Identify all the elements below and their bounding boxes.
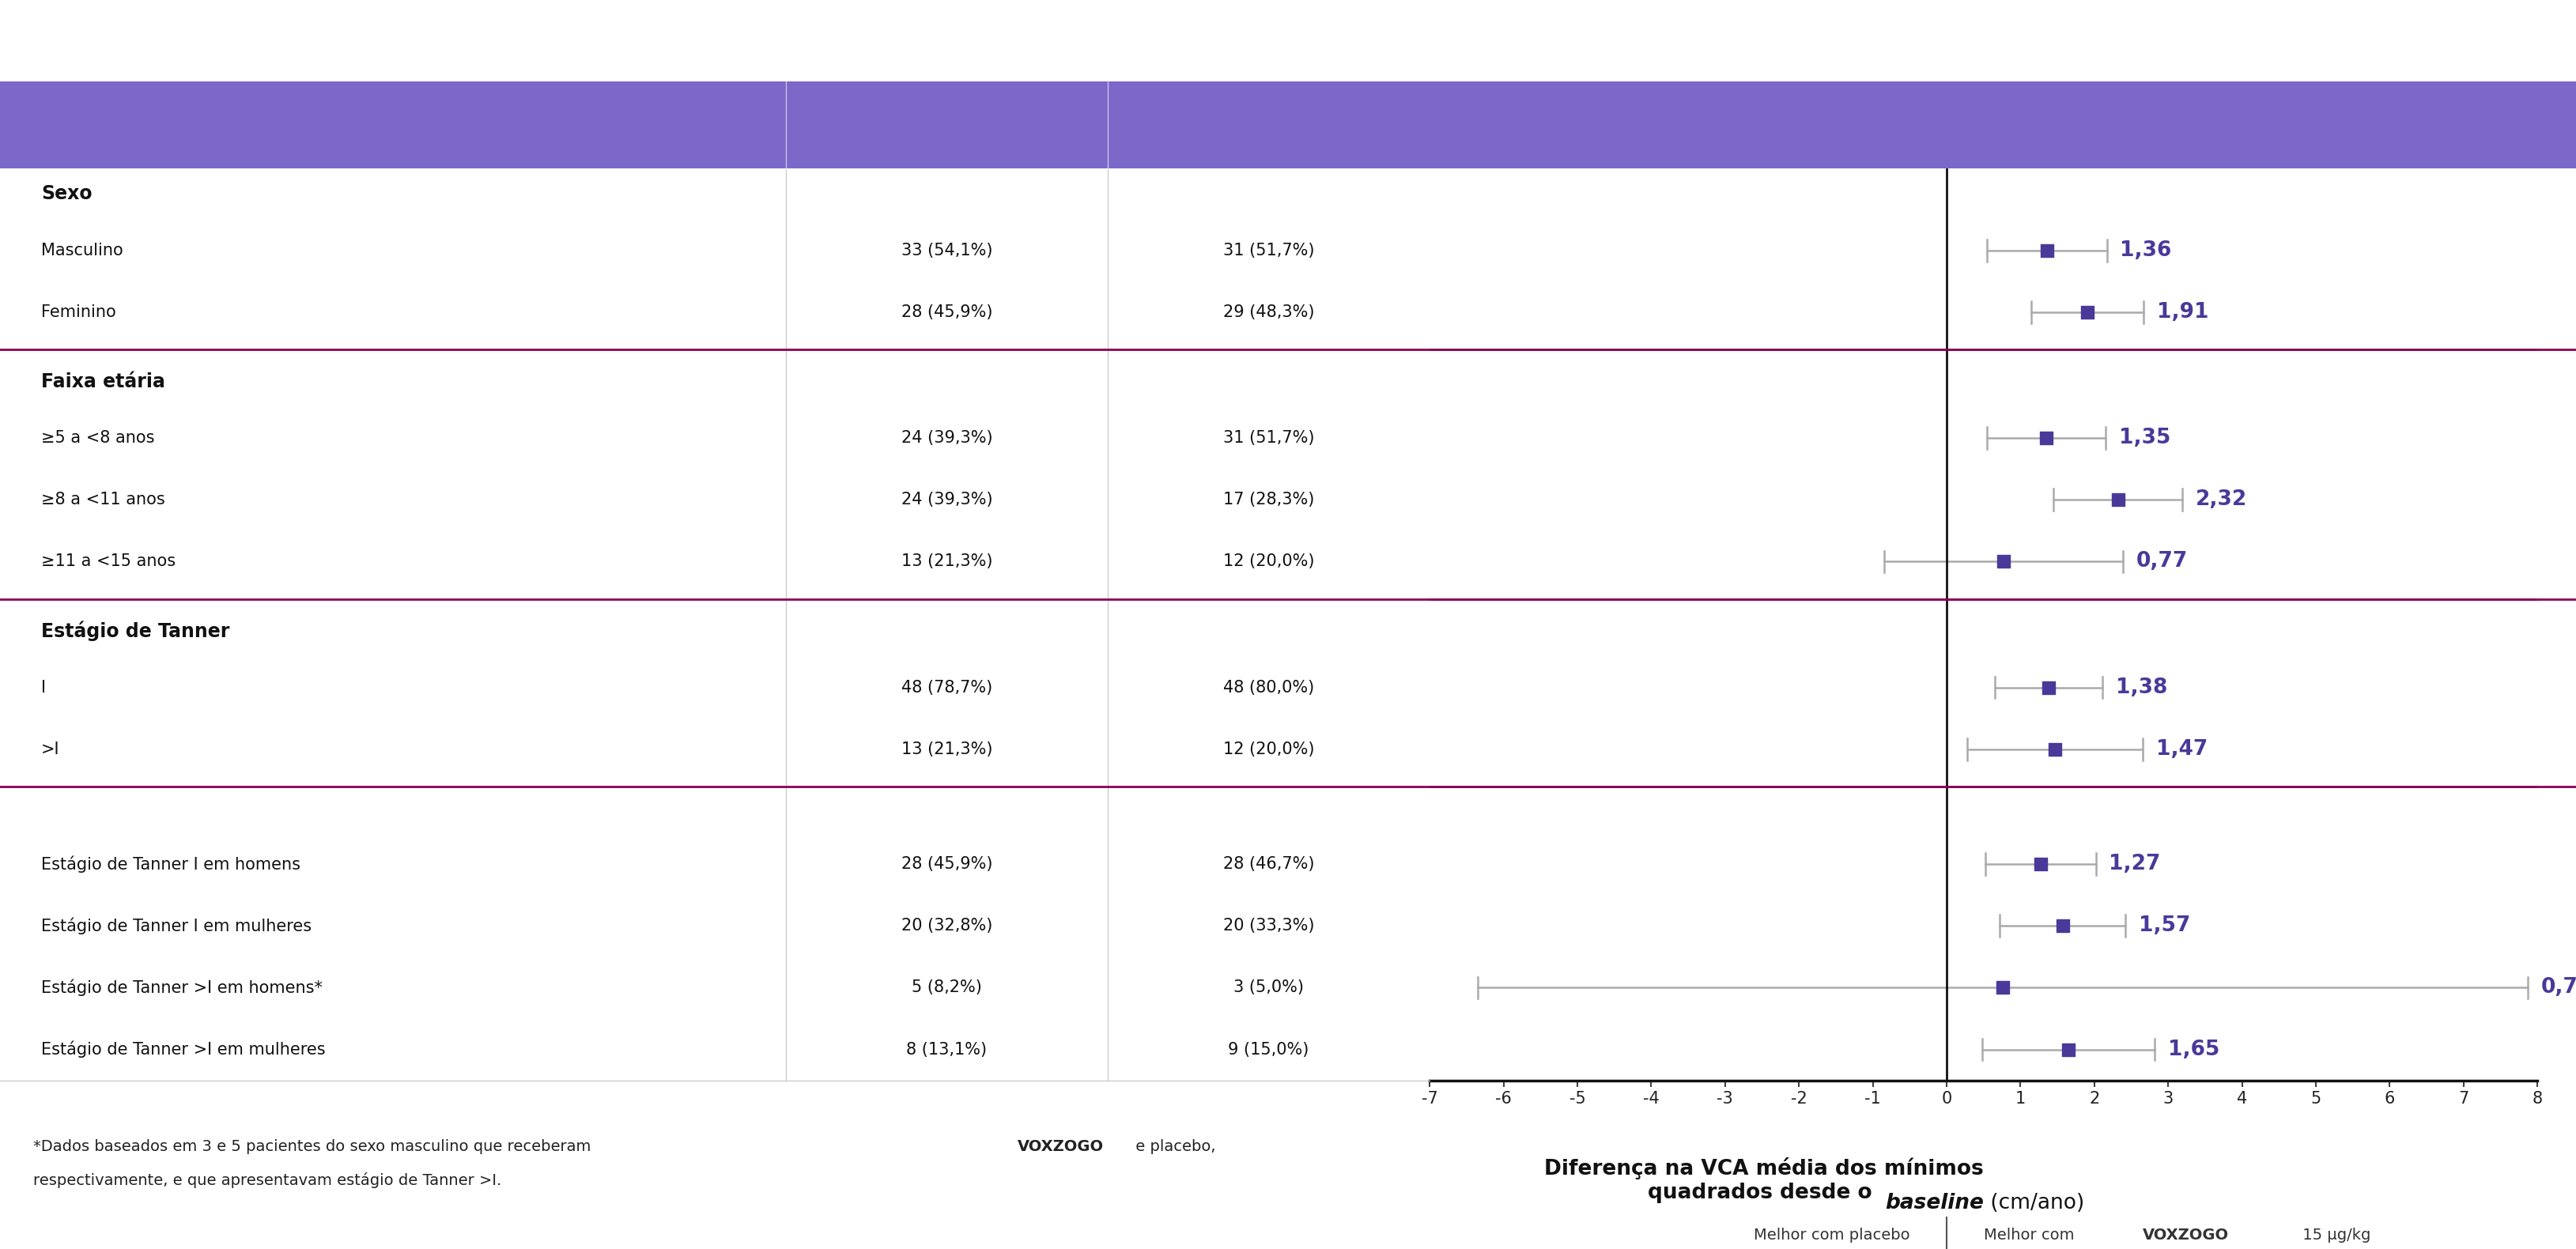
Text: 17 (28,3%): 17 (28,3%) (1224, 492, 1314, 507)
Text: 29 (48,3%): 29 (48,3%) (1224, 305, 1314, 320)
Point (2027, 677, 2069, 697)
Text: 1,27: 1,27 (2110, 854, 2161, 874)
Text: 28 (45,9%): 28 (45,9%) (902, 305, 992, 320)
Text: 33 (54,1%): 33 (54,1%) (902, 242, 992, 259)
Text: Feminino: Feminino (41, 305, 116, 320)
Text: VOXZOGO: VOXZOGO (2143, 1228, 2228, 1243)
Text: 31 (51,7%): 31 (51,7%) (1224, 242, 1314, 259)
Text: 48 (80,0%): 48 (80,0%) (1224, 679, 1314, 696)
Text: 20 (32,8%): 20 (32,8%) (902, 918, 992, 934)
Text: VOXZOGO: VOXZOGO (1018, 1139, 1103, 1154)
Text: 1,57: 1,57 (2138, 916, 2190, 937)
Text: 13 (21,3%): 13 (21,3%) (902, 742, 992, 757)
Text: 48 (78,7%): 48 (78,7%) (902, 679, 992, 696)
Point (1984, 552, 2025, 572)
Text: 15 μg/kg: 15 μg/kg (1229, 132, 1309, 147)
Text: 28 (45,9%): 28 (45,9%) (902, 856, 992, 872)
Point (1981, 978, 2022, 998)
Text: 24 (39,3%): 24 (39,3%) (902, 492, 992, 507)
Text: (cm/ano): (cm/ano) (1984, 1193, 2084, 1213)
Text: ≥8 a <11 anos: ≥8 a <11 anos (41, 492, 165, 507)
Text: VOXZOGO 15 μg/kg: VOXZOGO 15 μg/kg (1172, 102, 1365, 117)
Text: respectivamente, e que apresentavam estágio de Tanner >I.: respectivamente, e que apresentavam está… (33, 1173, 502, 1188)
Text: 8 (13,1%): 8 (13,1%) (907, 1042, 987, 1058)
Text: 24 (39,3%): 24 (39,3%) (902, 430, 992, 446)
Text: Melhor com: Melhor com (1984, 1228, 2079, 1243)
Text: >I: >I (41, 742, 59, 757)
Text: 20 (33,3%): 20 (33,3%) (1224, 918, 1314, 934)
Text: Estágio de Tanner >I em homens*: Estágio de Tanner >I em homens* (41, 979, 322, 997)
Text: *Dados baseados em 3 e 5 pacientes do sexo masculino que receberam: *Dados baseados em 3 e 5 pacientes do se… (33, 1139, 595, 1154)
Text: 15 μg/kg: 15 μg/kg (2298, 1228, 2370, 1243)
Text: Placebo: Placebo (912, 102, 981, 117)
Text: 0,77: 0,77 (2136, 551, 2187, 572)
Point (2097, 490, 2138, 510)
Point (2066, 302, 2107, 322)
Text: 28 (46,7%): 28 (46,7%) (1224, 856, 1314, 872)
Point (2035, 739, 2076, 759)
Text: 1,47: 1,47 (2156, 739, 2208, 759)
Text: 9 (15,0%): 9 (15,0%) (1229, 1042, 1309, 1058)
Text: ≥5 a <8 anos: ≥5 a <8 anos (41, 430, 155, 446)
Text: I: I (41, 679, 46, 696)
Text: 15 μg/kg menos placebo: 15 μg/kg menos placebo (1971, 115, 2221, 135)
Text: Melhor com placebo: Melhor com placebo (1754, 1228, 1909, 1243)
Point (2025, 428, 2066, 448)
Point (2027, 240, 2069, 260)
Text: baseline: baseline (1886, 1193, 1984, 1213)
Text: ≥11 a <15 anos: ≥11 a <15 anos (41, 553, 175, 570)
Point (2020, 854, 2061, 874)
Text: Estágio de Tanner >I em mulheres: Estágio de Tanner >I em mulheres (41, 1040, 325, 1058)
Text: (n=61): (n=61) (914, 132, 979, 147)
Text: 1,38: 1,38 (2115, 677, 2166, 698)
Text: 13 (21,3%): 13 (21,3%) (902, 553, 992, 570)
Text: 5 (8,2%): 5 (8,2%) (912, 979, 981, 995)
Text: Estágio de Tanner I em homens: Estágio de Tanner I em homens (41, 856, 301, 873)
Text: 1,36: 1,36 (2120, 240, 2172, 261)
Text: 31 (51,7%): 31 (51,7%) (1224, 430, 1314, 446)
Text: 1,91: 1,91 (2156, 302, 2208, 322)
Text: 3 (5,0%): 3 (5,0%) (1234, 979, 1303, 995)
Point (2048, 1039, 2089, 1059)
Text: Masculino: Masculino (41, 242, 124, 259)
Text: Estágio de Tanner I em mulheres: Estágio de Tanner I em mulheres (41, 917, 312, 934)
Text: Sexo: Sexo (41, 185, 93, 204)
Text: 1,35: 1,35 (2117, 427, 2172, 448)
Text: Faixa etária: Faixa etária (41, 372, 165, 391)
Text: Diferença na VCA média dos mínimos
quadrados desde o: Diferença na VCA média dos mínimos quadr… (1543, 1158, 1984, 1203)
Text: 2,32: 2,32 (2195, 490, 2246, 510)
Text: VOXZOGO: VOXZOGO (1218, 102, 1319, 117)
Text: e placebo,: e placebo, (1131, 1139, 1216, 1154)
Text: 12 (20,0%): 12 (20,0%) (1224, 553, 1314, 570)
Text: VOXZOGO: VOXZOGO (1847, 115, 1958, 135)
Text: (n=60): (n=60) (1236, 132, 1301, 147)
Point (2043, 916, 2084, 936)
Text: Estágio de Tanner: Estágio de Tanner (41, 621, 229, 641)
Text: 0,76: 0,76 (2540, 978, 2576, 998)
Text: 1,65: 1,65 (2169, 1039, 2221, 1059)
Text: 12 (20,0%): 12 (20,0%) (1224, 742, 1314, 757)
Text: Subgrupo de Fase 3: Subgrupo de Fase 3 (41, 115, 263, 135)
